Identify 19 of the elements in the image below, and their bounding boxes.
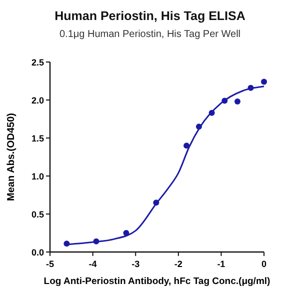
point [234,98,240,105]
chart-title: Human Periostin, His Tag ELISA [54,9,246,23]
y-axis-title: Mean Abs.(OD450) [6,113,17,201]
point [184,142,190,149]
y-tick-label: 2.5 [31,58,44,68]
y-tick-label: 0.5 [31,210,44,220]
y-tick-label: 0.0 [31,248,44,258]
x-axis-title: Log Anti-Periostin Antibody, hFc Tag Conc.(μg/ml) [44,276,270,287]
y-tick-label: 1.0 [31,172,44,182]
point [261,78,267,85]
x-tick-label: -2 [174,259,182,269]
x-tick-label: -4 [88,259,97,269]
x-tick-label: 0 [261,259,267,269]
x-tick-label: -5 [46,259,54,269]
chart-subtitle: 0.1μg Human Periostin, His Tag Per Well [59,29,241,40]
x-tick-label: -3 [132,259,140,269]
y-tick-label: 2.0 [31,96,44,106]
y-tick-label: 1.5 [31,134,44,144]
x-tick-label: -1 [217,259,226,269]
